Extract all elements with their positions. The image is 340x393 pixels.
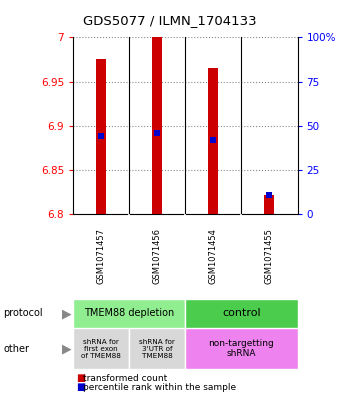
Text: protocol: protocol <box>3 309 43 318</box>
Text: GSM1071455: GSM1071455 <box>265 228 274 285</box>
Text: GSM1071454: GSM1071454 <box>209 228 218 285</box>
Bar <box>265 195 274 214</box>
Text: percentile rank within the sample: percentile rank within the sample <box>83 383 236 391</box>
Text: other: other <box>3 344 29 354</box>
Bar <box>73 328 129 369</box>
Text: ▶: ▶ <box>62 307 71 320</box>
Text: ■: ■ <box>76 382 86 392</box>
Text: transformed count: transformed count <box>83 374 168 382</box>
Text: GSM1071457: GSM1071457 <box>97 228 106 285</box>
Bar <box>73 299 185 328</box>
Text: GSM1071456: GSM1071456 <box>153 228 162 285</box>
Text: non-targetting
shRNA: non-targetting shRNA <box>208 339 274 358</box>
Bar <box>96 59 106 214</box>
Bar <box>152 37 162 214</box>
Text: GDS5077 / ILMN_1704133: GDS5077 / ILMN_1704133 <box>83 14 257 27</box>
Text: shRNA for
3'UTR of
TMEM88: shRNA for 3'UTR of TMEM88 <box>139 339 175 359</box>
Text: control: control <box>222 309 261 318</box>
Bar <box>129 328 185 369</box>
Text: ▶: ▶ <box>62 342 71 355</box>
Bar <box>185 299 298 328</box>
Bar <box>185 328 298 369</box>
Bar <box>208 68 218 214</box>
Text: shRNA for
first exon
of TMEM88: shRNA for first exon of TMEM88 <box>81 339 121 359</box>
Text: ■: ■ <box>76 373 86 383</box>
Text: TMEM88 depletion: TMEM88 depletion <box>84 309 174 318</box>
